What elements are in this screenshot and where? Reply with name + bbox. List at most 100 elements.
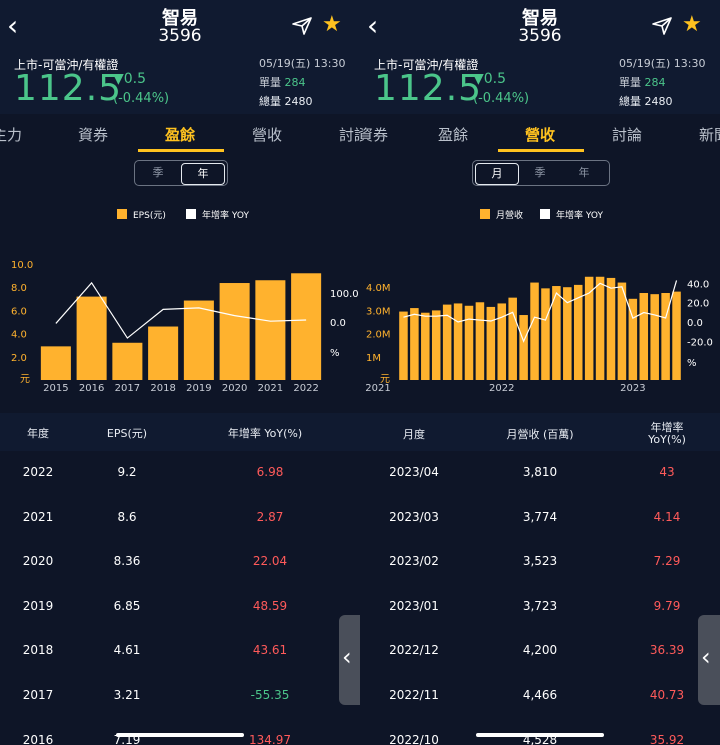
bar [519, 315, 528, 380]
cell-revenue: 3,810 [522, 465, 558, 479]
cell-yoy: 6.98 [256, 465, 284, 479]
col-month: 月度 [403, 428, 425, 441]
table-row: 2023/04 3,810 43 [360, 450, 720, 494]
price-change-pct: (-0.44%) [473, 91, 530, 106]
tab-revenue[interactable]: 營收 [252, 126, 283, 144]
table-row: 2016 7.19 134.97 [0, 718, 360, 745]
cell-eps: 6.85 [113, 598, 141, 613]
table-header: 年度 EPS(元) 年增率 YoY(%) [0, 413, 360, 451]
bar [628, 298, 638, 380]
toggle-quarter[interactable]: 季 [534, 166, 546, 179]
home-indicator [476, 733, 604, 737]
tab-discussion[interactable]: 討論 [339, 126, 360, 144]
cell-month: 2023/04 [389, 465, 439, 479]
period-toggle: 季 年 [134, 160, 228, 186]
cell-yoy: 7.29 [653, 554, 681, 569]
bar [606, 277, 616, 380]
stock-name: 智易 [162, 8, 198, 29]
tab-margin[interactable]: 資券 [360, 126, 389, 144]
col-year: 年度 [27, 427, 49, 440]
stock-name: 智易 [522, 8, 558, 29]
cell-yoy: -55.35 [250, 688, 290, 702]
bar [183, 300, 214, 380]
y-tick-label: 4.0M [366, 283, 391, 294]
y-tick-label: 3.0M [366, 306, 391, 317]
bar [595, 276, 605, 380]
toggle-quarter[interactable]: 季 [152, 166, 164, 179]
star-icon[interactable]: ★ [322, 12, 342, 37]
x-tick-label: 2022 [489, 383, 514, 394]
table-row: 2023/01 3,723 9.79 [360, 584, 720, 628]
side-handle[interactable]: ‹ [698, 615, 720, 705]
cell-year: 2022 [22, 465, 54, 479]
cell-month: 2022/12 [389, 643, 439, 658]
tab-earnings[interactable]: 盈餘 [165, 126, 196, 144]
cell-yoy: 22.04 [252, 554, 288, 569]
tab-main-force[interactable]: 主力 [0, 126, 23, 144]
cell-yoy: 4.14 [653, 509, 681, 524]
stock-code: 3596 [158, 26, 202, 46]
y2-tick-label: 40.0 [687, 279, 709, 290]
y-tick-label: 2.0 [11, 353, 27, 364]
bar [475, 302, 485, 380]
legend-bar: EPS(元) [117, 208, 166, 221]
bar [661, 293, 670, 380]
bar [76, 296, 107, 380]
x-tick-label: 2018 [150, 383, 175, 394]
toggle-year[interactable]: 年 [578, 166, 590, 179]
table-row: 2022/12 4,200 36.39 [360, 628, 720, 672]
price-change: ▼0.5 [473, 71, 507, 87]
send-icon[interactable] [291, 16, 313, 36]
y-tick-label: 1M [366, 353, 381, 364]
tab-news[interactable]: 新聞 [699, 126, 720, 144]
market-label: 上市-可當沖/有權證 [14, 58, 119, 72]
table-row: 2022/11 4,466 40.73 [360, 673, 720, 717]
y2-unit-label: % [330, 348, 340, 359]
bar [421, 312, 430, 380]
bar [508, 297, 517, 380]
yoy-line [55, 281, 307, 339]
bar [541, 288, 550, 380]
cell-month: 2022/10 [389, 732, 439, 745]
side-handle[interactable]: ‹ [339, 615, 360, 705]
cell-yoy: 2.87 [256, 509, 284, 524]
cell-yoy: 36.39 [649, 643, 685, 658]
cell-eps: 3.21 [113, 688, 141, 702]
cell-revenue: 4,200 [522, 643, 558, 658]
y-tick-label: 10.0 [11, 260, 33, 271]
cell-revenue: 3,774 [522, 509, 558, 524]
x-tick-label: 2017 [115, 383, 140, 394]
star-icon[interactable]: ★ [682, 12, 702, 37]
table-row: 2022/10 4,528 35.92 [360, 718, 720, 745]
cell-yoy: 40.73 [649, 688, 685, 702]
toggle-year[interactable]: 年 [181, 163, 225, 185]
tab-margin[interactable]: 資券 [78, 126, 109, 144]
legend-bar: 月營收 [480, 208, 523, 221]
price: 112.5 [14, 68, 123, 109]
chevron-left-icon: ‹ [701, 643, 711, 671]
total-volume: 總量 2480 [259, 95, 313, 108]
bar [639, 293, 649, 380]
y-unit-label: 元 [380, 374, 390, 385]
col-yoy-sub: YoY(%) [648, 433, 686, 446]
x-tick-label: 2023 [620, 383, 645, 394]
legend-line: 年增率 YOY [186, 208, 249, 221]
cell-year: 2020 [22, 554, 54, 569]
tab-earnings[interactable]: 盈餘 [438, 126, 469, 144]
x-tick-label: 2022 [293, 383, 318, 394]
x-tick-label: 2016 [79, 383, 104, 394]
y2-tick-label: 0.0 [687, 318, 703, 329]
back-button[interactable]: ‹ [7, 9, 19, 42]
col-yoy: 年增率 YoY(%) [227, 427, 303, 440]
tab-discussion[interactable]: 討論 [612, 126, 643, 144]
active-tab-indicator [138, 149, 224, 152]
back-button[interactable]: ‹ [367, 9, 379, 42]
active-tab-indicator [498, 149, 584, 152]
toggle-month[interactable]: 月 [475, 163, 519, 185]
datetime: 05/19(五) 13:30 [619, 57, 706, 70]
bar [431, 310, 441, 380]
cell-yoy: 48.59 [252, 598, 288, 613]
send-icon[interactable] [651, 16, 673, 36]
tab-revenue[interactable]: 營收 [525, 126, 556, 144]
yoy-line [403, 280, 678, 343]
